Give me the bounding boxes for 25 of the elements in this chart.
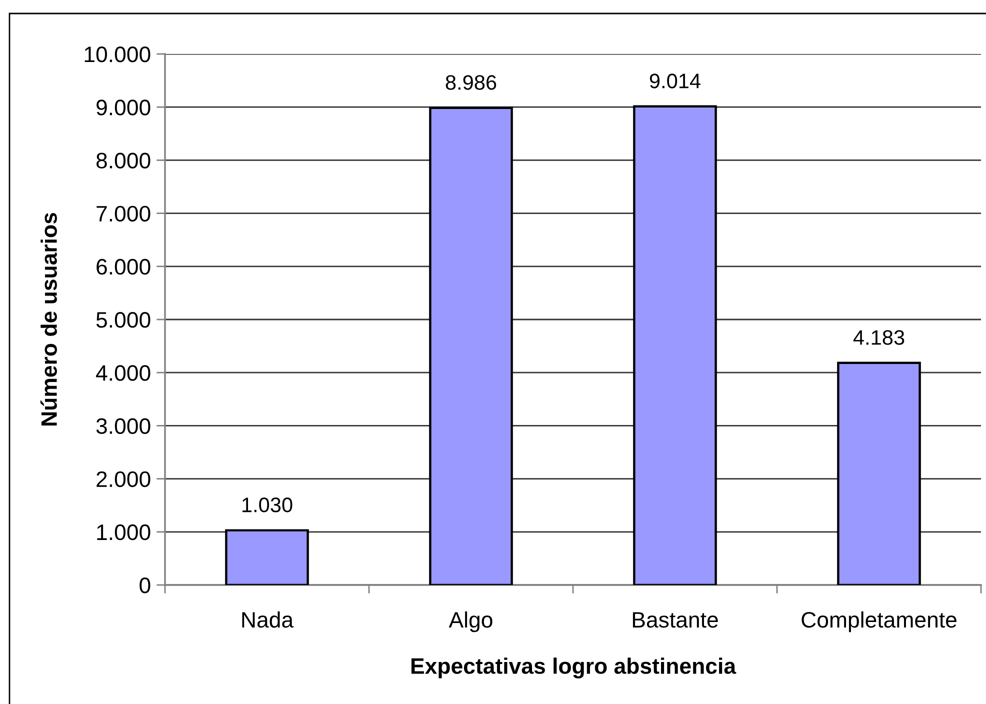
x-axis-title: Expectativas logro abstinencia (411, 658, 736, 678)
bar (633, 105, 717, 585)
bar (429, 106, 513, 585)
x-tick-label: Nada (242, 611, 294, 628)
y-tick-label: 10.000 (84, 46, 150, 62)
y-tick-label: 4.000 (96, 365, 150, 381)
data-label: 4.183 (853, 330, 904, 345)
y-tick-label: 0 (140, 578, 150, 594)
y-tick-label: 3.000 (96, 418, 150, 434)
data-label: 9.014 (650, 74, 700, 88)
y-tick-label: 7.000 (96, 206, 150, 222)
y-tick-label: 9.000 (96, 100, 150, 116)
y-tick-label: 5.000 (96, 312, 150, 328)
y-tick-label: 1.000 (97, 524, 150, 540)
y-tick-label: 6.000 (96, 258, 150, 275)
x-tick-label: Algo (448, 611, 492, 632)
x-tick-label: Completamente (802, 611, 956, 632)
bar (837, 362, 921, 585)
y-tick-label: 2.000 (96, 471, 150, 488)
x-tick-label: Bastante (632, 612, 718, 628)
data-label: 8.986 (446, 75, 496, 90)
bar (225, 529, 309, 585)
y-axis-title: Número de usuarios (40, 212, 57, 426)
y-tick-label: 8.000 (96, 152, 150, 168)
data-label: 1.030 (242, 498, 292, 512)
